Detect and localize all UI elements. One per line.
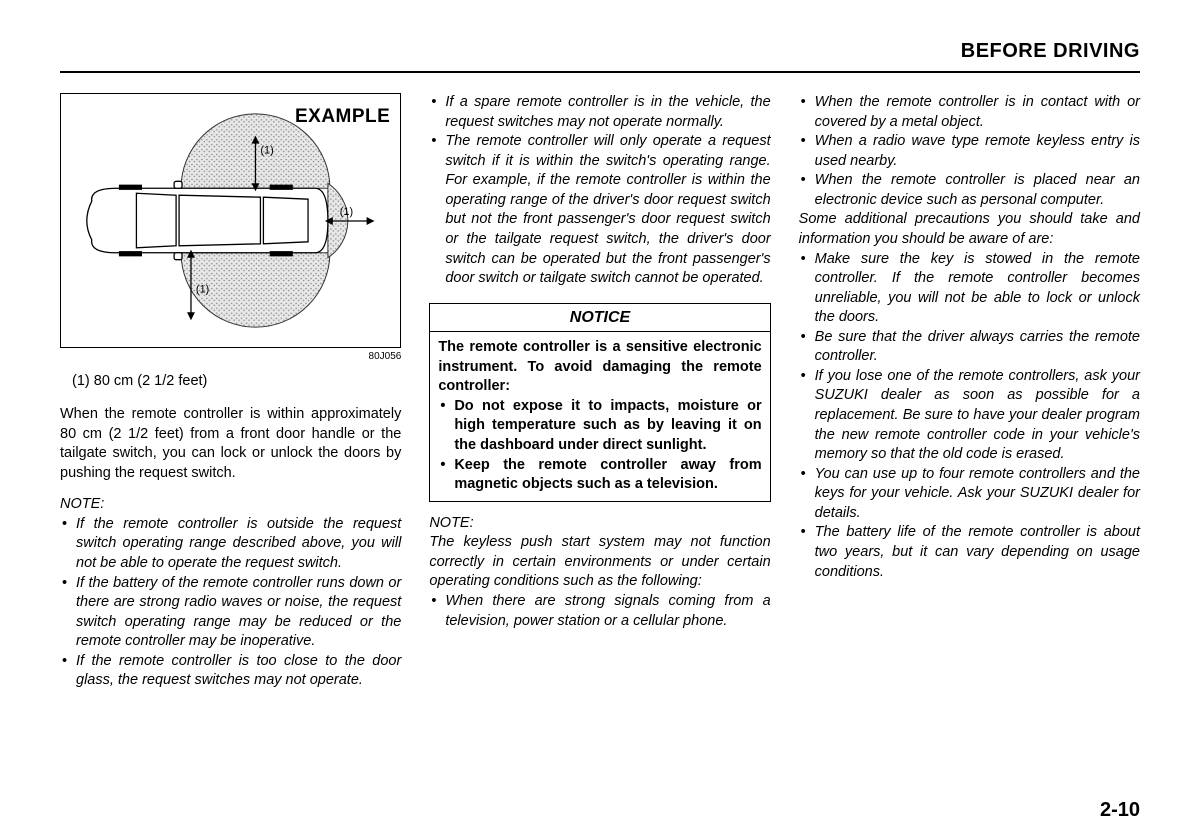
content-columns: EXAMPLE (60, 93, 1140, 691)
list-item: The battery life of the remote controlle… (799, 523, 1140, 582)
list-item: When a radio wave type remote keyless en… (799, 132, 1140, 171)
list-item: If you lose one of the remote controller… (799, 367, 1140, 465)
list-item: Keep the remote controller away from mag… (438, 456, 761, 495)
column-3: When the remote controller is in contact… (799, 93, 1140, 691)
col3-mid-para: Some additional precautions you should t… (799, 210, 1140, 249)
notice-title: NOTICE (430, 304, 769, 333)
notice-box: NOTICE The remote controller is a sensit… (429, 303, 770, 502)
list-item: When the remote controller is placed nea… (799, 171, 1140, 210)
column-2: If a spare remote controller is in the v… (429, 93, 770, 691)
note-heading: NOTE: (60, 495, 401, 515)
diagram-box: EXAMPLE (60, 93, 401, 348)
col1-note-list: If the remote controller is outside the … (60, 515, 401, 691)
image-code: 80J056 (60, 350, 401, 364)
list-item: If the remote controller is too close to… (60, 652, 401, 691)
col2-note2-list: When there are strong signals coming fro… (429, 592, 770, 631)
example-label: EXAMPLE (295, 104, 390, 130)
list-item: If a spare remote controller is in the v… (429, 93, 770, 132)
svg-text:(1): (1) (260, 145, 273, 157)
col3-bottom-list: Make sure the key is stowed in the remot… (799, 250, 1140, 583)
notice-intro: The remote controller is a sensitive ele… (438, 338, 761, 397)
list-item: You can use up to four remote controller… (799, 465, 1140, 524)
col2-note2-para: The keyless push start system may not fu… (429, 533, 770, 592)
list-item: Do not expose it to impacts, moisture or… (438, 397, 761, 456)
page-number: 2-10 (1100, 799, 1140, 822)
svg-text:(1): (1) (196, 283, 209, 295)
list-item: The remote controller will only operate … (429, 132, 770, 289)
section-header: BEFORE DRIVING (60, 40, 1140, 73)
list-item: Make sure the key is stowed in the remot… (799, 250, 1140, 328)
svg-text:(1): (1) (340, 206, 353, 218)
notice-list: Do not expose it to impacts, moisture or… (438, 397, 761, 495)
diagram-caption: (1) 80 cm (2 1/2 feet) (72, 372, 401, 392)
list-item: When the remote controller is in contact… (799, 93, 1140, 132)
note-heading-2: NOTE: (429, 514, 770, 534)
list-item: When there are strong signals coming fro… (429, 592, 770, 631)
list-item: If the remote controller is outside the … (60, 515, 401, 574)
col3-top-list: When the remote controller is in contact… (799, 93, 1140, 210)
car-diagram-svg: (1) (1) (1) (61, 94, 400, 347)
list-item: Be sure that the driver always carries t… (799, 328, 1140, 367)
column-1: EXAMPLE (60, 93, 401, 691)
col1-para: When the remote controller is within app… (60, 405, 401, 483)
notice-body: The remote controller is a sensitive ele… (430, 332, 769, 501)
col2-top-list: If a spare remote controller is in the v… (429, 93, 770, 289)
list-item: If the battery of the remote controller … (60, 574, 401, 652)
